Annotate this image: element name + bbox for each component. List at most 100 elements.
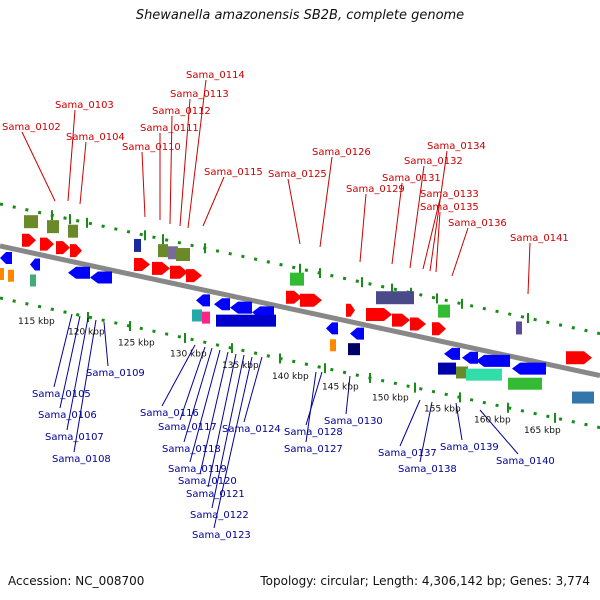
reverse-leader-line <box>73 319 97 453</box>
scale-label: 150 kbp <box>372 393 409 403</box>
scale-labels: 115 kbp 120 kbp 125 kbp 130 kbp 135 kbp 140 k… <box>18 317 561 436</box>
forward-gene-arrow <box>346 303 355 317</box>
cog-box-forward <box>68 224 78 238</box>
forward-gene-label: Sama_0135 <box>420 202 479 213</box>
reverse-gene-label: Sama_0127 <box>284 444 343 455</box>
reverse-gene-arrow <box>30 258 40 271</box>
cog-box-reverse <box>192 309 202 322</box>
cog-box-reverse <box>348 343 360 356</box>
reverse-gene-label: Sama_0106 <box>38 410 97 421</box>
reverse-leader-line <box>243 356 263 423</box>
forward-gene-arrow <box>152 261 170 275</box>
reverse-gene-arrow <box>196 294 210 307</box>
cog-box-forward <box>176 248 190 262</box>
forward-leader-line <box>287 178 301 245</box>
forward-gene-label: Sama_0133 <box>420 189 479 200</box>
scale-label: 130 kbp <box>170 350 207 360</box>
reverse-gene-arrow <box>326 322 338 335</box>
reverse-leader-line <box>179 346 206 421</box>
forward-leader-line <box>319 156 333 248</box>
forward-leader-line <box>141 151 146 218</box>
reverse-gene-label: Sama_0107 <box>45 432 104 443</box>
cog-box-forward <box>47 220 59 234</box>
reverse-gene-label: Sama_0118 <box>162 444 221 455</box>
forward-gene-arrow <box>22 233 36 247</box>
cog-box-reverse <box>0 268 4 280</box>
forward-leader-line <box>451 227 469 277</box>
reverse-leader-line <box>419 401 433 463</box>
scale-label: 160 kbp <box>474 415 511 425</box>
forward-gene-arrow <box>410 317 426 331</box>
reverse-leader-line <box>211 354 245 509</box>
cog-box-reverse <box>330 339 336 352</box>
forward-gene-label: Sama_0131 <box>382 173 441 184</box>
forward-gene-label: Sama_0125 <box>268 169 327 180</box>
reverse-leader-line <box>455 402 463 441</box>
forward-gene-label: Sama_0113 <box>170 89 229 100</box>
forward-gene-label: Sama_0126 <box>312 147 371 158</box>
forward-gene-arrow <box>392 313 410 327</box>
reverse-gene-label: Sama_0119 <box>168 464 227 475</box>
reverse-gene-label: Sama_0130 <box>324 416 383 427</box>
forward-gene-label: Sama_0114 <box>186 70 245 81</box>
reverse-gene-label: Sama_0137 <box>378 448 437 459</box>
forward-leader-line <box>169 115 173 225</box>
reverse-leader-line <box>213 356 253 529</box>
reverse-gene-label: Sama_0123 <box>192 530 251 541</box>
forward-gene-label: Sama_0110 <box>122 142 181 153</box>
reverse-leader-line <box>345 375 351 415</box>
forward-gene-arrow <box>170 265 188 279</box>
cog-box-forward <box>158 244 168 258</box>
forward-gene-arrow <box>366 308 392 322</box>
forward-leader-line <box>21 131 56 202</box>
reverse-gene-label: Sama_0128 <box>284 427 343 438</box>
reverse-leader-line <box>103 321 109 367</box>
cog-box-forward <box>168 246 178 260</box>
forward-gene-label: Sama_0132 <box>404 156 463 167</box>
forward-gene-arrow <box>186 269 202 283</box>
reverse-leader-line <box>399 399 421 447</box>
reverse-gene-label: Sama_0120 <box>178 476 237 487</box>
reverse-leader-line <box>199 351 229 475</box>
leader-lines <box>21 79 531 529</box>
reverse-gene-arrow <box>444 347 460 360</box>
cog-box-forward <box>438 304 450 318</box>
reverse-gene-label: Sama_0108 <box>52 454 111 465</box>
forward-gene-label: Sama_0141 <box>510 233 569 244</box>
forward-leader-line <box>359 193 367 263</box>
reverse-leader-line <box>161 344 196 407</box>
forward-leader-line <box>202 176 225 227</box>
reverse-gene-arrow <box>0 252 12 264</box>
forward-gene-arrow <box>286 290 302 304</box>
forward-gene-label: Sama_0129 <box>346 184 405 195</box>
forward-gene-arrow <box>70 244 82 258</box>
cog-box-reverse <box>438 362 456 375</box>
reverse-gene-label: Sama_0138 <box>398 464 457 475</box>
reverse-leader-line <box>183 347 213 443</box>
scale-label: 115 kbp <box>18 317 55 327</box>
reverse-gene-label: Sama_0122 <box>190 510 249 521</box>
cog-box-forward <box>24 215 38 229</box>
cog-box-forward <box>290 272 304 286</box>
forward-leader-line <box>435 211 441 273</box>
reverse-leader-line <box>305 371 323 426</box>
forward-gene-label: Sama_0111 <box>140 123 199 134</box>
forward-gene-label: Sama_0104 <box>66 132 125 143</box>
reverse-gene-arrow <box>476 354 510 367</box>
cog-box-reverse <box>202 311 210 324</box>
reverse-gene-arrow <box>214 298 230 311</box>
accession-text: Accession: NC_008700 <box>8 574 145 588</box>
reverse-leader-line <box>59 315 81 409</box>
forward-gene-arrow <box>300 293 322 307</box>
forward-gene-arrow <box>56 241 70 255</box>
cog-box-reverse <box>508 377 542 390</box>
scale-label: 125 kbp <box>118 338 155 348</box>
forward-gene-label: Sama_0103 <box>55 100 114 111</box>
reverse-gene-label: Sama_0116 <box>140 408 199 419</box>
forward-leader-line <box>429 150 448 272</box>
topology-text: Topology: circular; Length: 4,306,142 bp… <box>260 574 590 588</box>
forward-gene-label: Sama_0136 <box>448 218 507 229</box>
forward-gene-label: Sama_0112 <box>152 106 211 117</box>
forward-gene-arrow <box>134 257 150 271</box>
